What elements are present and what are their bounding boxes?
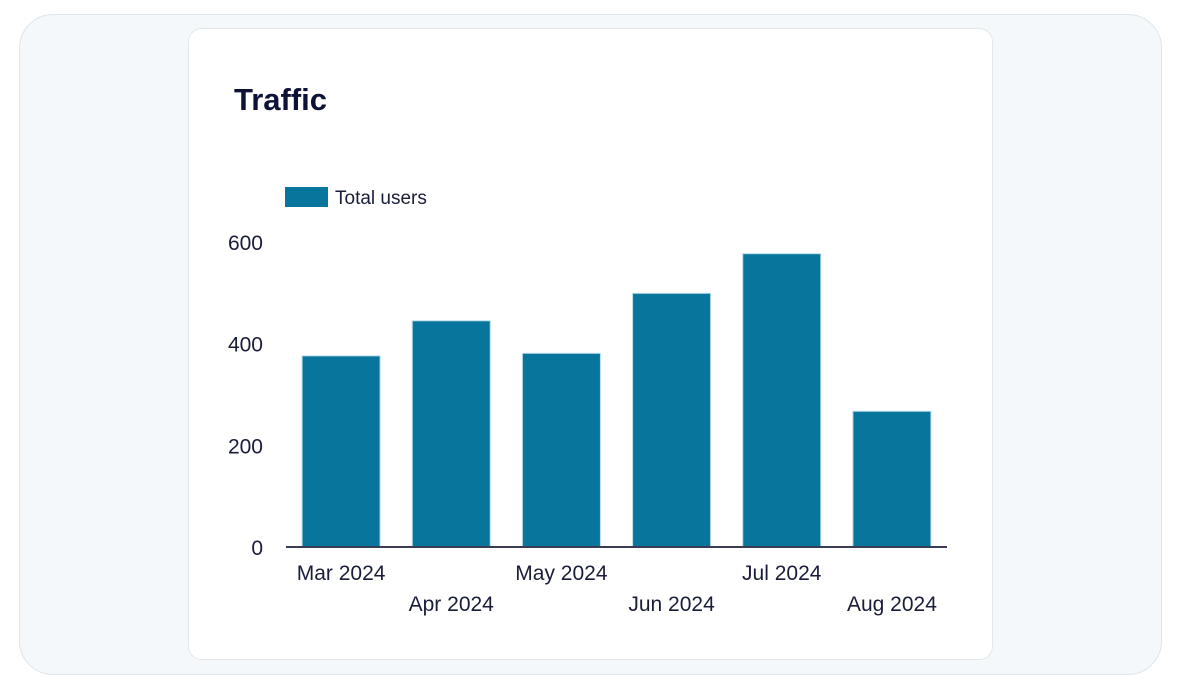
legend-label: Total users <box>335 188 427 209</box>
x-tick-label: Mar 2024 <box>297 562 386 585</box>
bar-mar-2024 <box>301 355 381 548</box>
chart-title: Traffic <box>234 82 328 117</box>
bar-apr-2024 <box>411 320 491 548</box>
x-tick-label: Jun 2024 <box>628 593 715 616</box>
x-tick-label: Aug 2024 <box>847 593 937 616</box>
legend-swatch <box>285 187 328 207</box>
x-tick-label: May 2024 <box>515 562 608 585</box>
y-tick-label: 200 <box>228 435 263 458</box>
bar-may-2024 <box>521 352 601 548</box>
bar-jul-2024 <box>742 253 822 548</box>
bar-aug-2024 <box>852 410 932 548</box>
bar-jun-2024 <box>632 292 712 548</box>
y-tick-label: 600 <box>228 232 263 255</box>
y-tick-label: 400 <box>228 334 263 357</box>
x-tick-label: Apr 2024 <box>409 593 495 616</box>
y-tick-label: 0 <box>251 537 263 560</box>
x-tick-label: Jul 2024 <box>742 562 822 585</box>
chart-card <box>188 28 993 660</box>
